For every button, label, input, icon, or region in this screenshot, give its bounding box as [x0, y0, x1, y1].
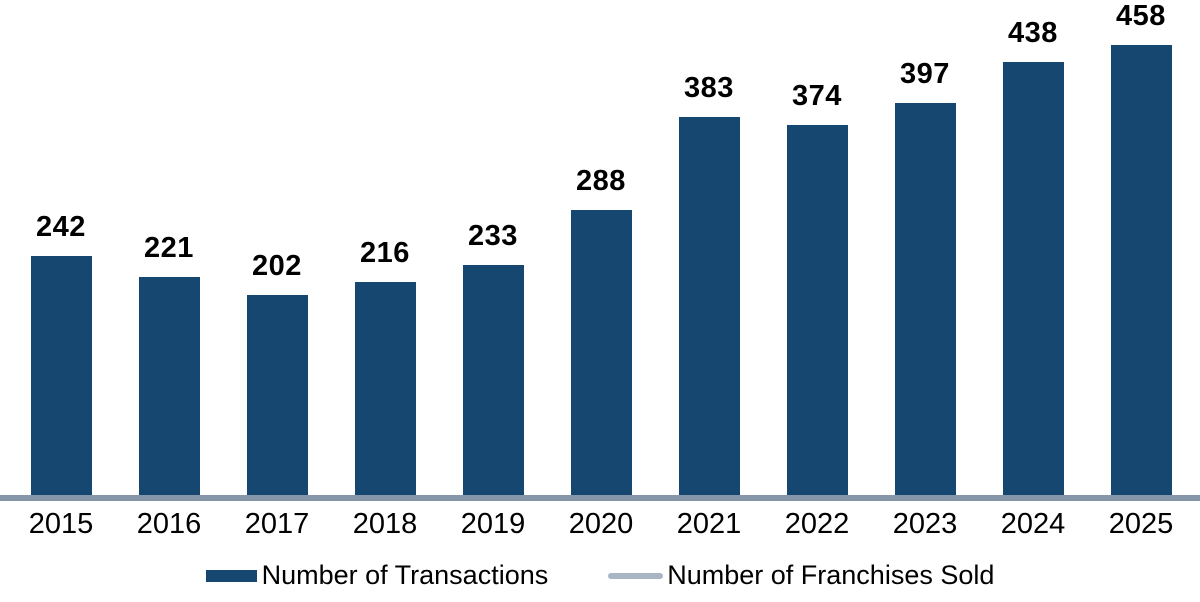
x-axis-tick-label: 2025: [1108, 508, 1174, 540]
bar-value-label: 233: [468, 220, 518, 252]
bar-group-2018: 216: [331, 0, 439, 495]
bar: [138, 277, 200, 495]
x-axis-tick-label: 2023: [892, 508, 958, 540]
bar-group-2020: 288: [547, 0, 655, 495]
bar: [1002, 62, 1064, 495]
line-series-swatch-icon: [608, 572, 664, 579]
legend: Number of Transactions Number of Franchi…: [0, 560, 1200, 591]
bar-value-label: 216: [360, 237, 410, 269]
bar-group-2024: 438: [979, 0, 1087, 495]
x-axis-tick-label: 2015: [28, 508, 94, 540]
x-axis-tick-label: 2016: [136, 508, 202, 540]
bar: [570, 210, 632, 495]
legend-label-transactions: Number of Transactions: [261, 560, 549, 590]
bar-value-label: 221: [144, 232, 194, 264]
x-axis-tick-label: 2019: [460, 508, 526, 540]
legend-item-number-of-transactions: Number of Transactions: [205, 560, 549, 591]
bar-value-label: 374: [792, 80, 842, 112]
bar-group-2022: 374: [763, 0, 871, 495]
bar-value-label: 438: [1008, 17, 1058, 49]
bar-value-label: 397: [900, 58, 950, 90]
x-axis-tick-label: 2021: [676, 508, 742, 540]
plot-area: 242 221 202 216 233 288 383 374 397 438 458: [7, 0, 1195, 495]
bar: [786, 125, 848, 495]
bar: [462, 265, 524, 495]
bar-group-2023: 397: [871, 0, 979, 495]
bar-value-label: 242: [36, 211, 86, 243]
bar-group-2017: 202: [223, 0, 331, 495]
bar-group-2025: 458: [1087, 0, 1195, 495]
bar-group-2016: 221: [115, 0, 223, 495]
x-axis-tick-label: 2022: [784, 508, 850, 540]
bar: [678, 117, 740, 495]
bar-group-2021: 383: [655, 0, 763, 495]
legend-label-franchises-sold: Number of Franchises Sold: [667, 560, 995, 590]
legend-item-number-of-franchises-sold: Number of Franchises Sold: [608, 560, 994, 591]
bar-group-2019: 233: [439, 0, 547, 495]
bar: [30, 256, 92, 495]
bar-value-label: 458: [1116, 0, 1166, 32]
bar: [354, 282, 416, 495]
bar-group-2015: 242: [7, 0, 115, 495]
bar: [894, 103, 956, 495]
x-axis-tick-label: 2024: [1000, 508, 1066, 540]
bar-value-label: 383: [684, 72, 734, 104]
x-axis-tick-label: 2018: [352, 508, 418, 540]
bar: [246, 295, 308, 495]
bar-value-label: 288: [576, 165, 626, 197]
bar-series-swatch-icon: [205, 569, 257, 582]
bar-value-label: 202: [252, 250, 302, 282]
x-axis-tick-label: 2017: [244, 508, 310, 540]
x-axis-tick-labels: 2015 2016 2017 2018 2019 2020 2021 2022 2023 2024…: [7, 501, 1195, 547]
x-axis-tick-label: 2020: [568, 508, 634, 540]
bar: [1110, 45, 1172, 495]
x-axis-baseline-and-franchises-sold-line: [0, 495, 1200, 501]
